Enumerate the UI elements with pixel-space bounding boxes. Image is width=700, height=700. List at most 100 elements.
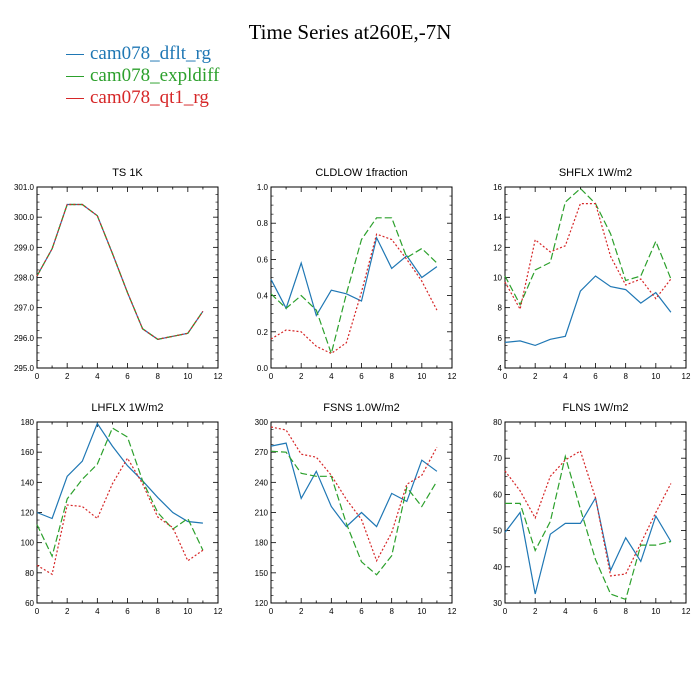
x-tick-label: 2 [65, 607, 70, 616]
x-tick-label: 8 [623, 607, 628, 616]
x-tick-label: 2 [533, 607, 538, 616]
y-tick-label: 299.0 [14, 243, 35, 252]
legend-label: cam078_dflt_rg [90, 43, 212, 64]
y-tick-label: 301.0 [14, 183, 35, 192]
panel: FSNS 1.0W/m2 0 2 4 6 8 10 12 120 150 180 210 240 270 3… [255, 402, 457, 616]
x-tick-label: 0 [503, 607, 508, 616]
series-line [504, 275, 672, 347]
series-line [270, 450, 438, 576]
y-tick-label: 296.0 [14, 334, 35, 343]
panel: LHFLX 1W/m2 0 2 4 6 8 10 12 60 80 100 120 140 160 180 [21, 402, 223, 616]
x-tick-label: 12 [682, 607, 691, 616]
y-tick-label: 270 [255, 448, 269, 457]
y-tick-label: 0.6 [257, 255, 269, 264]
series-line [36, 457, 204, 576]
x-tick-label: 6 [125, 372, 130, 381]
x-tick-label: 4 [563, 372, 568, 381]
y-tick-label: 180 [255, 539, 269, 548]
x-tick-label: 10 [417, 372, 426, 381]
y-tick-label: 60 [25, 599, 34, 608]
plot-frame [270, 186, 453, 369]
x-tick-label: 4 [329, 607, 334, 616]
y-tick-label: 300.0 [14, 213, 35, 222]
y-tick-label: 16 [493, 183, 502, 192]
y-tick-label: 80 [25, 569, 34, 578]
series-line [270, 233, 438, 355]
series-line [36, 427, 204, 558]
x-tick-label: 6 [593, 607, 598, 616]
series-line [36, 203, 204, 340]
x-tick-label: 10 [651, 607, 660, 616]
panel-title: CLDLOW 1fraction [315, 167, 407, 179]
y-tick-label: 0.2 [257, 328, 269, 337]
y-tick-label: 10 [493, 274, 502, 283]
y-tick-label: 300 [255, 418, 269, 427]
x-tick-label: 10 [651, 372, 660, 381]
y-tick-label: 1.0 [257, 183, 269, 192]
y-tick-label: 297.0 [14, 304, 35, 313]
x-tick-label: 10 [417, 607, 426, 616]
y-tick-label: 180 [21, 418, 35, 427]
x-tick-label: 12 [214, 607, 223, 616]
series-line [505, 454, 672, 601]
x-tick-label: 6 [359, 372, 364, 381]
x-tick-label: 8 [389, 372, 394, 381]
legend-label: cam078_qt1_rg [90, 87, 209, 108]
y-tick-label: 80 [493, 418, 502, 427]
panel: SHFLX 1W/m2 0 2 4 6 8 10 12 4 6 8 10 12 14 16 [493, 167, 691, 381]
y-tick-label: 8 [498, 304, 503, 313]
legend-swatch [66, 97, 84, 99]
x-tick-label: 8 [389, 607, 394, 616]
y-tick-label: 295.0 [14, 364, 35, 373]
y-tick-label: 210 [255, 509, 269, 518]
series-line [504, 496, 672, 595]
x-tick-label: 8 [623, 372, 628, 381]
x-tick-label: 0 [35, 607, 40, 616]
y-tick-label: 298.0 [14, 274, 35, 283]
x-tick-label: 0 [269, 372, 274, 381]
x-tick-label: 6 [593, 372, 598, 381]
x-tick-label: 6 [125, 607, 130, 616]
legend-swatch [66, 53, 84, 55]
x-tick-label: 8 [155, 372, 160, 381]
x-tick-label: 2 [299, 607, 304, 616]
legend-label: cam078_expldiff [90, 65, 220, 86]
y-tick-label: 60 [493, 490, 502, 499]
y-tick-label: 30 [493, 599, 502, 608]
x-tick-label: 2 [533, 372, 538, 381]
panel: FLNS 1W/m2 0 2 4 6 8 10 12 30 40 50 60 70 80 [493, 402, 691, 616]
x-tick-label: 10 [183, 372, 192, 381]
x-tick-label: 4 [563, 607, 568, 616]
panel: TS 1K 0 2 4 6 8 10 12 295.0 296.0 297.0 298.0 299.0 3… [14, 167, 223, 381]
panel-title: LHFLX 1W/m2 [91, 402, 163, 414]
series-line [504, 450, 672, 577]
x-tick-label: 0 [269, 607, 274, 616]
x-tick-label: 0 [35, 372, 40, 381]
series-line [270, 442, 438, 528]
panel-title: SHFLX 1W/m2 [559, 167, 632, 179]
series-line [270, 235, 438, 318]
x-tick-label: 8 [155, 607, 160, 616]
x-tick-label: 12 [682, 372, 691, 381]
y-tick-label: 0.4 [257, 292, 269, 301]
x-tick-label: 0 [503, 372, 508, 381]
y-tick-label: 0.0 [257, 364, 269, 373]
x-tick-label: 12 [448, 607, 457, 616]
y-tick-label: 50 [493, 527, 502, 536]
x-tick-label: 6 [359, 607, 364, 616]
x-tick-label: 4 [95, 607, 100, 616]
legend-item: cam078_qt1_rg [66, 87, 219, 109]
y-tick-label: 120 [21, 509, 35, 518]
y-tick-label: 100 [21, 539, 35, 548]
series-line [270, 217, 438, 356]
legend: cam078_dflt_rg cam078_expldiff cam078_qt… [66, 43, 219, 109]
y-tick-label: 150 [255, 569, 269, 578]
chart-title: Time Series at260E,-7N [248, 20, 452, 44]
y-tick-label: 140 [21, 478, 35, 487]
x-tick-label: 10 [183, 607, 192, 616]
y-tick-label: 160 [21, 448, 35, 457]
y-tick-label: 120 [255, 599, 269, 608]
series-line [36, 422, 203, 524]
legend-item: cam078_expldiff [66, 65, 219, 87]
